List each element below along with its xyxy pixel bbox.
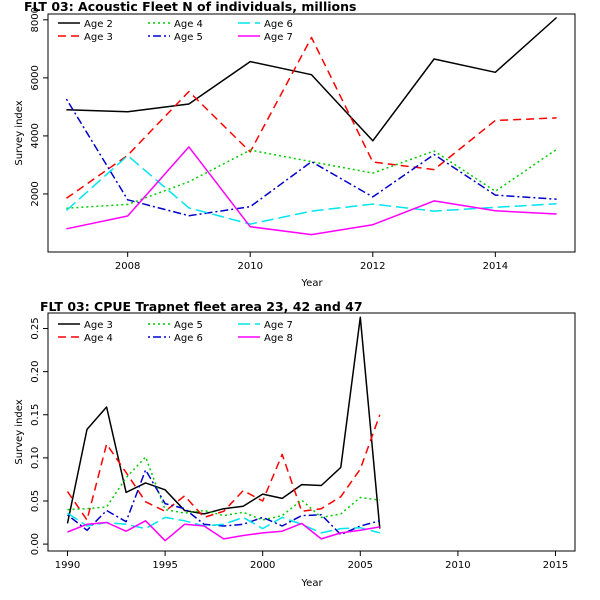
chart-2-y-tick-label: 0.05: [30, 490, 41, 512]
chart-2-x-tick-label: 2005: [348, 560, 373, 571]
chart-2-x-tick-label: 2000: [250, 560, 275, 571]
chart-1-x-tick-label: 2010: [237, 261, 262, 272]
chart-1-axes: 2008 2010 2012 2014 2000 4000 6000 8000: [30, 7, 508, 272]
chart-1-plot-frame: [47, 13, 576, 253]
chart-1-series-lines: [65, 16, 558, 236]
chart-2-series-line-age-8: [67, 520, 380, 542]
chart-2-series-line-age-7: [67, 512, 380, 534]
chart-1-legend-label: Age 7: [264, 32, 293, 43]
chart-1-legend-label: Age 4: [174, 19, 203, 30]
chart-1-legend-label: Age 2: [84, 19, 113, 30]
chart-2-y-tick-label: 0.20: [30, 361, 41, 383]
chart-1-legend: Age 2 Age 3 Age 4 Age 5 Age 6 Age 7: [58, 19, 293, 43]
chart-2-x-tick-label: 2010: [445, 560, 470, 571]
chart-2-y-tick-label: 0.00: [30, 533, 41, 555]
chart-2-title: FLT 03: CPUE Trapnet fleet area 23, 42 a…: [40, 299, 363, 314]
chart-2-legend-label: Age 4: [84, 333, 113, 344]
chart-2-x-tick-label: 1990: [55, 560, 80, 571]
chart-1-series-line-age-7: [66, 146, 557, 236]
chart-1-series-line-age-5: [65, 98, 557, 217]
chart-1-y-tick-label: 8000: [30, 7, 41, 32]
chart-1-x-tick-label: 2014: [483, 261, 508, 272]
chart-1-x-axis-label: Year: [300, 278, 323, 289]
chart-2-plot-frame: [47, 312, 576, 552]
chart-2-x-tick-label: 2015: [543, 560, 568, 571]
chart-1-y-tick-label: 6000: [30, 65, 41, 90]
chart-panel-1: FLT 03: Acoustic Fleet N of individuals,…: [14, 0, 576, 289]
chart-2-y-axis-label: Survey index: [14, 399, 25, 464]
chart-panel-2: FLT 03: CPUE Trapnet fleet area 23, 42 a…: [14, 299, 576, 589]
chart-2-series-line-age-4: [66, 414, 381, 521]
chart-1-series-line-age-4: [66, 148, 558, 209]
chart-1-series-line-age-3: [65, 36, 557, 199]
chart-2-y-tick-label: 0.15: [30, 404, 41, 426]
chart-1-y-tick-label: 2000: [30, 181, 41, 206]
chart-2-x-axis-label: Year: [300, 578, 323, 589]
chart-2-y-tick-label: 0.25: [30, 317, 41, 339]
chart-2-legend-label: Age 8: [264, 333, 293, 344]
chart-2-series-line-age-3: [66, 316, 381, 529]
chart-1-x-tick-label: 2008: [115, 261, 140, 272]
chart-1-legend-label: Age 5: [174, 32, 203, 43]
chart-2-series-line-age-6: [67, 469, 380, 536]
chart-1-x-tick-label: 2012: [360, 261, 385, 272]
chart-1-legend-label: Age 6: [264, 19, 293, 30]
chart-2-axes: 1990 1995 2000 2005 2010 2015 0.00 0.05 0.10 0.15…: [30, 317, 568, 571]
chart-2-x-tick-label: 1995: [152, 560, 177, 571]
chart-1-series-line-age-2: [66, 16, 558, 142]
chart-1-series-line-age-6: [65, 154, 557, 225]
chart-1-legend-label: Age 3: [84, 32, 113, 43]
chart-2-y-tick-label: 0.10: [30, 447, 41, 469]
chart-1-y-axis-label: Survey index: [14, 100, 25, 165]
chart-2-series-lines: [66, 316, 381, 542]
chart-2-legend-label: Age 5: [174, 320, 203, 331]
chart-2-legend-label: Age 6: [174, 333, 203, 344]
chart-2-legend-label: Age 7: [264, 320, 293, 331]
chart-1-title: FLT 03: Acoustic Fleet N of individuals,…: [24, 0, 356, 14]
chart-2-legend: Age 3 Age 4 Age 5 Age 6 Age 7 Age 8: [58, 320, 293, 344]
chart-1-y-tick-label: 4000: [30, 123, 41, 148]
chart-2-legend-label: Age 3: [84, 320, 113, 331]
